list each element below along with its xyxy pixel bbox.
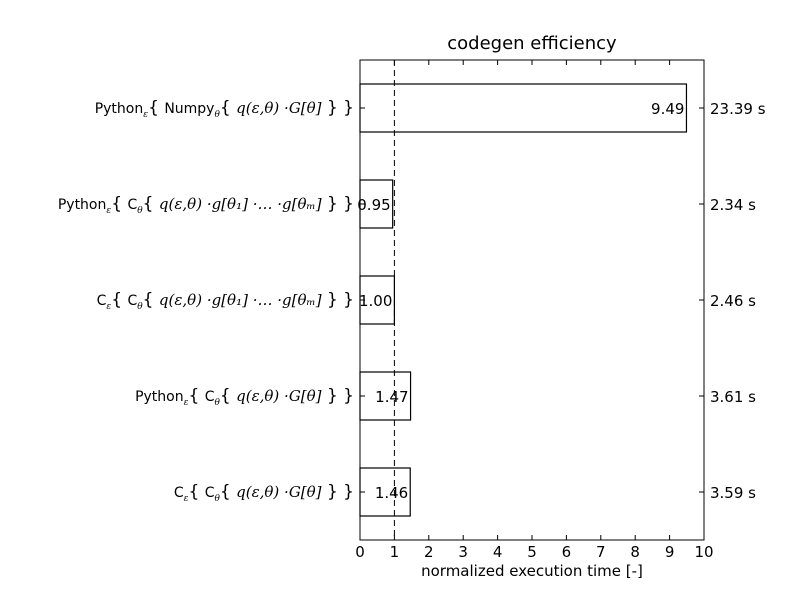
x-tick-label: 4 [493,543,503,561]
y-label-part: { [143,194,159,214]
y-label-part: Python [135,389,184,405]
x-tick-label: 5 [527,543,537,561]
y-label-part: C [127,293,137,309]
y-category-label: Pythonε{ Numpyθ{ q(ε,θ) ·G[θ] } } [95,98,354,120]
chart-title: codegen efficiency [447,33,617,54]
bar [359,467,411,517]
y-label-part: } } [322,386,354,406]
y-label-part: ε [106,302,111,312]
y-label-part: Numpy [164,101,214,117]
x-tick-label: 0 [355,543,365,561]
y-label-part: θ [214,398,220,408]
y-label-part: { [220,482,236,502]
x-tick-label: 10 [694,543,713,561]
x-ticks-layer: 0 1 2 3 4 5 6 7 8 9 10 [355,60,714,561]
bars-layer: 9.49 0.95 1.00 1.47 1.46 [357,83,688,517]
right-labels-layer: 23.39 s 2.34 s 2.46 s 3.61 s 3.59 s [699,100,766,502]
x-tick-label: 8 [630,543,640,561]
y-label-part: } } [322,98,354,118]
y-label-part: q(ε,θ) ·G[θ] [236,387,322,405]
y-label-part: C [205,389,215,405]
y-label-part: ε [184,398,189,408]
y-label-part: { [143,290,159,310]
y-label-part: θ [214,494,220,504]
y-label-part: C [174,485,184,501]
y-label-part: C [205,485,215,501]
right-time-label: 2.34 s [710,196,756,214]
x-axis-label: normalized execution time [-] [421,562,643,580]
y-label-part: C [127,197,137,213]
bar-value-label: 1.00 [359,292,392,310]
y-category-label: Pythonε{ Cθ{ q(ε,θ) ·g[θ₁] ·… ·g[θₘ] } } [58,194,354,216]
x-tick-label: 9 [665,543,675,561]
y-label-part: { [188,386,204,406]
y-category-label: Cε{ Cθ{ q(ε,θ) ·g[θ₁] ·… ·g[θₘ] } } [97,290,354,312]
y-category-label: Cε{ Cθ{ q(ε,θ) ·G[θ] } } [174,482,354,504]
y-label-part: θ [137,302,143,312]
y-label-part: ε [106,206,111,216]
y-label-part: { [188,482,204,502]
y-label-part: q(ε,θ) ·G[θ] [236,483,322,501]
y-label-part: θ [214,110,220,120]
x-tick-label: 1 [390,543,400,561]
right-time-label: 23.39 s [710,100,766,118]
y-label-part: Python [95,101,144,117]
bar-value-label: 1.46 [375,484,408,502]
y-label-part: q(ε,θ) ·g[θ₁] ·… ·g[θₘ] [159,291,322,309]
bar-value-label: 0.95 [357,196,390,214]
x-tick-label: 2 [424,543,434,561]
bar [359,83,688,133]
x-tick-label: 6 [562,543,572,561]
bar [359,275,396,325]
y-label-part: q(ε,θ) ·G[θ] [236,99,322,117]
y-labels-layer: Pythonε{ Numpyθ{ q(ε,θ) ·G[θ] } }Pythonε… [58,98,365,504]
y-label-part: q(ε,θ) ·g[θ₁] ·… ·g[θₘ] [159,195,322,213]
y-label-part: ε [143,110,148,120]
y-label-part: Python [58,197,107,213]
bar-value-label: 1.47 [375,388,408,406]
right-time-label: 3.61 s [710,388,756,406]
y-category-label: Pythonε{ Cθ{ q(ε,θ) ·G[θ] } } [135,386,354,408]
x-tick-label: 3 [458,543,468,561]
y-label-part: } } [322,290,354,310]
y-label-part: { [220,386,236,406]
right-time-label: 2.46 s [710,292,756,310]
y-label-part: { [111,290,127,310]
bar [359,371,412,421]
right-time-label: 3.59 s [710,484,756,502]
y-label-part: { [148,98,164,118]
y-label-part: C [97,293,107,309]
y-label-part: } } [322,194,354,214]
y-label-part: } } [322,482,354,502]
bar-value-label: 9.49 [651,100,684,118]
y-label-part: ε [184,494,189,504]
y-label-part: θ [137,206,143,216]
y-label-part: { [111,194,127,214]
y-label-part: { [220,98,236,118]
x-tick-label: 7 [596,543,606,561]
